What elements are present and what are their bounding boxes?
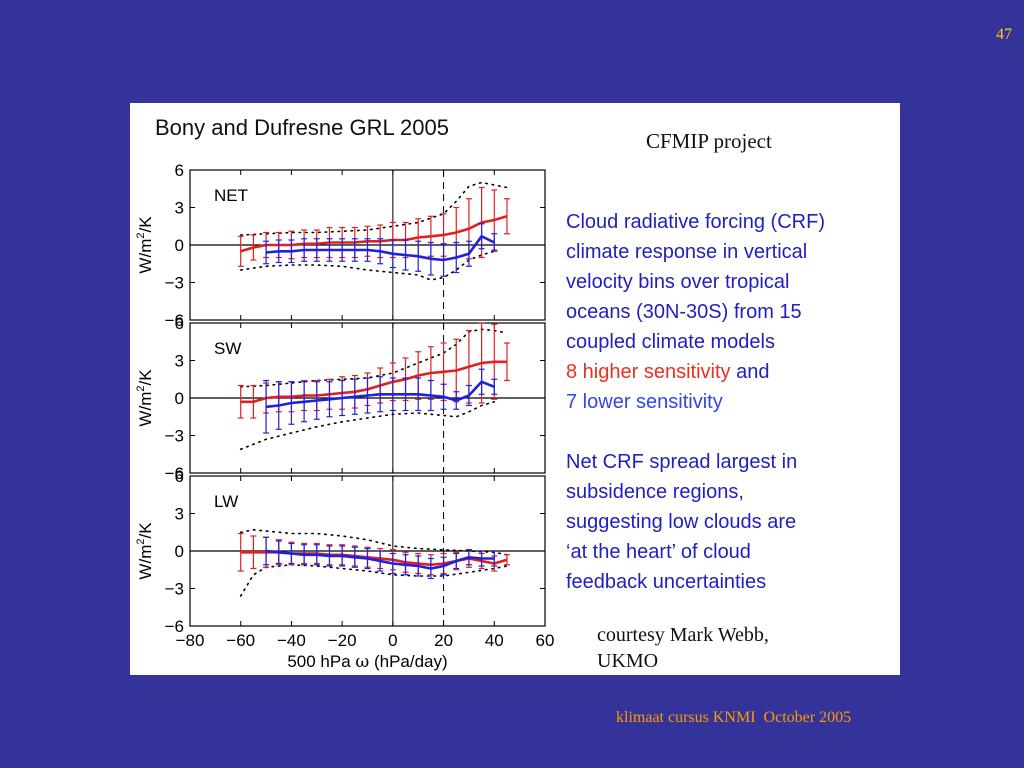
description-line: oceans (30N-30S) from 15 [566, 301, 802, 323]
y-tick-label: 3 [175, 352, 184, 371]
figure-title: Bony and Dufresne GRL 2005 [155, 115, 449, 140]
description-line: velocity bins over tropical [566, 271, 790, 293]
x-tick-label: −20 [328, 631, 357, 650]
spread-line: ‘at the heart’ of cloud [566, 541, 751, 563]
x-tick-label: 40 [485, 631, 504, 650]
plot-panel-sw: 6 3 0 −3 −6 SW W/m2/K [135, 314, 546, 483]
series-line [240, 360, 507, 404]
spread-line: subsidence regions, [566, 481, 744, 503]
higher-sensitivity-line: 8 higher sensitivity and [566, 357, 900, 387]
slide-number: 47 [996, 26, 1012, 43]
higher-sensitivity-label: 8 higher sensitivity [566, 361, 731, 383]
description-line: coupled climate models [566, 331, 775, 353]
series-line [240, 214, 508, 253]
y-tick-label: 3 [175, 505, 184, 524]
series-line [265, 549, 495, 570]
spread-envelope [239, 328, 508, 388]
y-tick-label: 6 [175, 467, 184, 486]
y-tick-label: −3 [165, 274, 184, 293]
project-label: CFMIP project [646, 129, 772, 153]
x-tick-label: −40 [277, 631, 306, 650]
panel-label: SW [214, 339, 241, 358]
y-tick-label: −6 [165, 311, 184, 330]
y-axis-label: W/m2/K [135, 369, 155, 427]
spread-envelope [239, 563, 508, 597]
courtesy-credit: courtesy Mark Webb, UKMO [597, 622, 769, 674]
y-axis-label: W/m2/K [135, 216, 155, 274]
x-axis-label: 500 hPa ω (hPa/day) [287, 652, 447, 672]
higher-sensitivity-and: and [730, 361, 770, 383]
y-axis-label: W/m2/K [135, 522, 155, 580]
panel-label: LW [214, 492, 238, 511]
series-line [265, 234, 495, 262]
y-tick-label: −3 [165, 580, 184, 599]
y-tick-label: 6 [175, 161, 184, 180]
y-tick-label: −3 [165, 427, 184, 446]
x-tick-label: −80 [176, 631, 205, 650]
spread-envelope [239, 181, 508, 236]
lower-sensitivity-label: 7 lower sensitivity [566, 391, 723, 413]
y-tick-label: 0 [175, 389, 184, 408]
y-tick-label: 6 [175, 314, 184, 333]
spread-envelope [239, 400, 496, 451]
plot-panel-lw: 6 3 0 −3 −6 LW W/m2/K −80 −60 −40 −20 0 20 40 60 500 hP… [135, 467, 554, 672]
figure-panel: Bony and Dufresne GRL 2005 CFMIP project… [130, 103, 900, 675]
x-tick-label: 60 [536, 631, 555, 650]
spread-envelope [239, 528, 508, 556]
y-tick-label: 0 [175, 542, 184, 561]
spread-line: feedback uncertainties [566, 571, 767, 593]
y-tick-label: 0 [175, 236, 184, 255]
y-tick-label: −6 [165, 464, 184, 483]
y-tick-label: −6 [165, 617, 184, 636]
spread-line: Net CRF spread largest in [566, 451, 798, 473]
description-text: Cloud radiative forcing (CRF) climate re… [566, 207, 900, 597]
y-tick-label: 3 [175, 199, 184, 218]
spread-line: suggesting low clouds are [566, 511, 797, 533]
x-tick-label: 0 [388, 631, 397, 650]
footer-text: klimaat cursus KNMI October 2005 [616, 709, 852, 726]
description-line: Cloud radiative forcing (CRF) [566, 211, 825, 233]
courtesy-line: courtesy Mark Webb, [597, 624, 769, 646]
plot-panel-net: 6 3 0 −3 −6 NET W/m2/K [135, 161, 546, 330]
courtesy-line: UKMO [597, 650, 659, 672]
series-line [265, 380, 495, 409]
crf-plots: 6 3 0 −3 −6 NET W/m2/K 6 3 0 −3 −6 SW W/m2/K 6 3 0 −3 −6 LW… [135, 161, 554, 672]
x-tick-label: 20 [434, 631, 453, 650]
description-line: climate response in vertical [566, 241, 808, 263]
panel-label: NET [214, 186, 248, 205]
x-tick-label: −60 [226, 631, 255, 650]
